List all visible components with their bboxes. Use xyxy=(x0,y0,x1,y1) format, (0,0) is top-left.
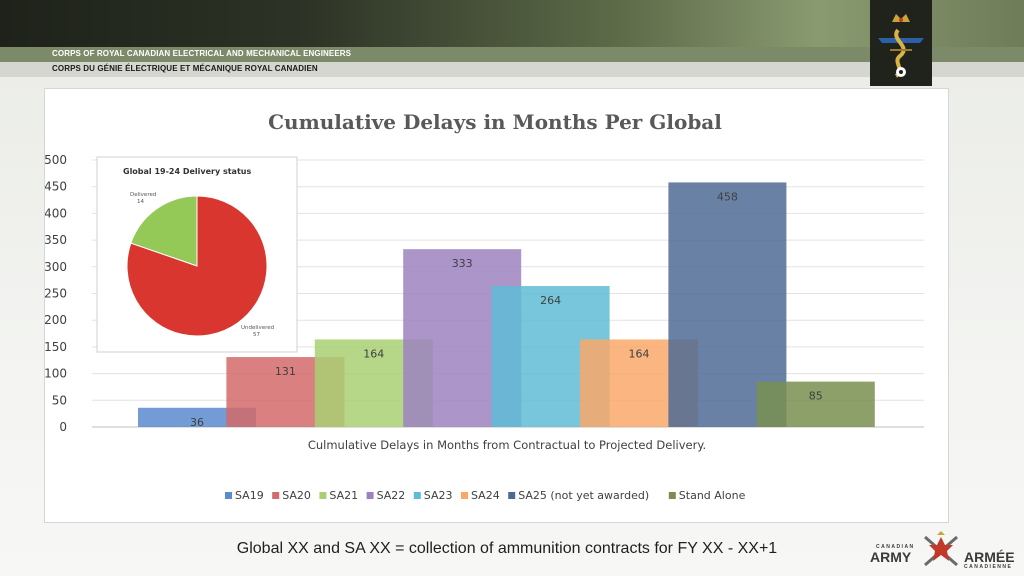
corps-english-title: CORPS OF ROYAL CANADIAN ELECTRICAL AND M… xyxy=(52,49,352,58)
y-tick-label: 350 xyxy=(45,233,67,247)
corps-french-bar: CORPS DU GÉNIE ÉLECTRIQUE ET MÉCANIQUE R… xyxy=(0,62,1024,77)
bar-value-label: 458 xyxy=(717,190,738,203)
y-tick-label: 500 xyxy=(45,153,67,167)
rcme-badge-logo xyxy=(870,0,932,86)
corps-french-title: CORPS DU GÉNIE ÉLECTRIQUE ET MÉCANIQUE R… xyxy=(52,64,318,73)
canadian-army-logo: CANADIAN ARMY ARMÉE CANADIENNE xyxy=(868,528,1018,574)
pie-title: Global 19-24 Delivery status xyxy=(123,167,251,176)
pie-value-delivered: 14 xyxy=(137,199,144,205)
x-axis-label: Culmulative Delays in Months from Contra… xyxy=(308,438,706,452)
bar-value-label: 85 xyxy=(809,390,823,403)
y-tick-label: 250 xyxy=(45,287,67,301)
legend-entry: Stand Alone xyxy=(679,489,746,502)
legend-entry: SA20 xyxy=(282,489,311,502)
legend-swatch xyxy=(225,492,232,499)
footer-note: Global XX and SA XX = collection of ammu… xyxy=(236,540,778,557)
y-tick-label: 450 xyxy=(45,180,67,194)
chart-panel: Cumulative Delays in Months Per Global 3… xyxy=(44,88,949,523)
army-fr-label: ARMÉE xyxy=(964,549,1015,565)
legend-swatch xyxy=(461,492,468,499)
legend-entry: SA22 xyxy=(377,489,406,502)
army-top-label: CANADIAN xyxy=(876,544,915,550)
bar-value-label: 164 xyxy=(629,347,650,360)
legend-entry: SA21 xyxy=(329,489,358,502)
y-tick-label: 200 xyxy=(45,313,67,327)
bar-stand-alone xyxy=(756,381,875,427)
pie-value-undelivered: 57 xyxy=(253,332,260,338)
bar-value-label: 164 xyxy=(363,347,384,360)
y-tick-label: 150 xyxy=(45,340,67,354)
legend-entry: SA19 xyxy=(235,489,264,502)
y-tick-label: 100 xyxy=(45,367,67,381)
legend-swatch xyxy=(413,492,421,499)
bar-value-label: 333 xyxy=(452,257,473,270)
legend-swatch xyxy=(508,492,516,499)
pie-chart-inset: Global 19-24 Delivery status Delivered14… xyxy=(96,156,298,353)
army-crest-icon xyxy=(924,531,958,567)
legend-swatch xyxy=(272,492,280,499)
legend-swatch xyxy=(319,492,327,499)
y-tick-label: 400 xyxy=(45,206,67,220)
pie-label-undelivered: Undelivered xyxy=(241,325,274,331)
legend-entry: SA23 xyxy=(424,489,453,502)
header-band xyxy=(0,0,1024,47)
pie-label-delivered: Delivered xyxy=(130,192,156,198)
chart-title: Cumulative Delays in Months Per Global xyxy=(268,110,722,134)
y-tick-label: 0 xyxy=(59,420,67,434)
legend-entry: SA25 (not yet awarded) xyxy=(518,489,649,502)
pie-slice-undelivered xyxy=(126,195,268,337)
corps-english-bar: CORPS OF ROYAL CANADIAN ELECTRICAL AND M… xyxy=(0,47,1024,62)
legend-entry: SA24 xyxy=(471,489,500,502)
legend-swatch xyxy=(366,492,374,499)
bar-value-label: 36 xyxy=(190,416,204,429)
army-en-label: ARMY xyxy=(870,549,912,565)
bar-chart: Cumulative Delays in Months Per Global 3… xyxy=(44,110,924,502)
bar-value-label: 264 xyxy=(540,294,561,307)
y-tick-label: 300 xyxy=(45,260,67,274)
army-bottom-label: CANADIENNE xyxy=(964,564,1013,570)
bar-value-label: 131 xyxy=(275,365,296,378)
y-tick-label: 50 xyxy=(52,393,67,407)
legend-swatch xyxy=(668,492,676,499)
